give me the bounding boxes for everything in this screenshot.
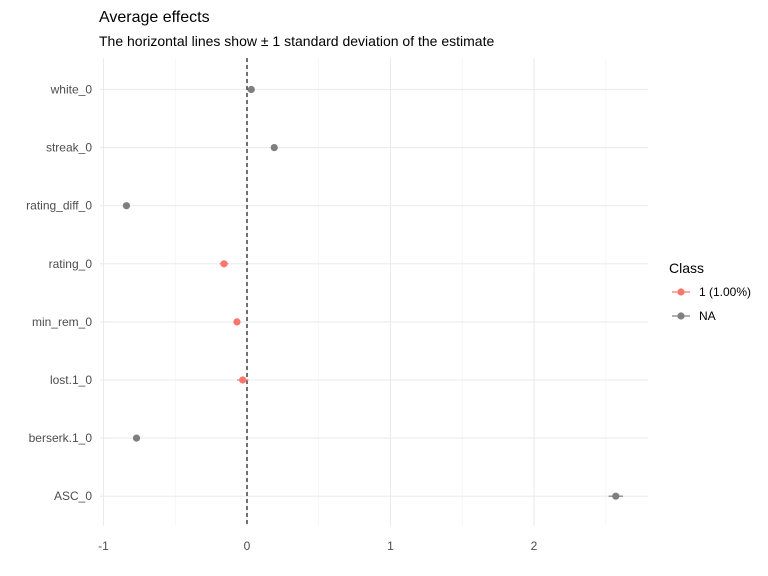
legend-label: 1 (1.00%) [699,285,751,299]
legend-key-point [677,288,685,296]
y-tick-label: rating_0 [49,257,93,271]
data-point [220,260,228,268]
chart-subtitle: The horizontal lines show ± 1 standard d… [99,33,494,49]
data-point [247,85,255,94]
data-point [122,202,131,210]
data-point [270,144,278,152]
data-point [132,434,141,442]
x-tick-label: 0 [244,539,251,553]
legend: Class 1 (1.00%) NA [669,260,751,323]
y-axis-labels: white_0 streak_0 rating_diff_0 rating_0 min_… [26,83,92,504]
y-tick-label: rating_diff_0 [26,199,92,213]
x-tick-label: -1 [98,539,109,553]
y-tick-label: min_rem_0 [32,315,92,329]
y-tick-label: lost.1_0 [50,373,92,387]
grid [100,58,648,526]
x-tick-label: 2 [531,539,538,553]
y-tick-label: streak_0 [46,141,92,155]
chart-title: Average effects [99,9,210,26]
x-axis-labels: -1 0 1 2 [98,539,537,553]
data-point [612,492,620,500]
y-tick-label: ASC_0 [54,489,92,503]
y-tick-label: berserk.1_0 [29,431,93,445]
data-point [239,376,247,384]
legend-title: Class [669,260,704,276]
data-points [122,85,623,500]
legend-entries: 1 (1.00%) NA [672,285,751,323]
data-point [233,318,241,326]
legend-label: NA [699,309,716,323]
y-tick-label: white_0 [50,83,93,97]
legend-key-point [677,312,685,320]
x-tick-label: 1 [387,539,394,553]
